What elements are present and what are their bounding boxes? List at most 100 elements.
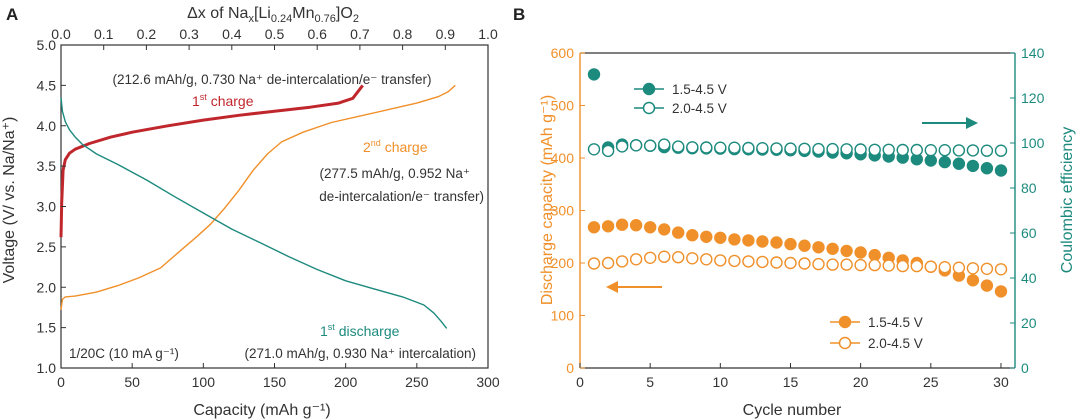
panel-a-label: A xyxy=(6,5,18,24)
point-orange-open-cycle-5 xyxy=(644,251,657,264)
point-orange-filled-cycle-28 xyxy=(966,274,980,287)
panel-b-right-tick-label: 120 xyxy=(1021,90,1045,106)
panel-a-y-tick-label: 2.5 xyxy=(37,239,57,255)
point-orange-filled-cycle-12 xyxy=(742,234,755,247)
point-orange-open-cycle-20 xyxy=(854,258,867,272)
point-orange-open-cycle-7 xyxy=(672,251,685,264)
point-orange-open-cycle-14 xyxy=(770,256,783,269)
panel-a-y-tick-label: 2.0 xyxy=(37,279,57,295)
annotation-second-charge-capacity-line1: (277.5 mAh/g, 0.952 Na⁺ xyxy=(320,166,470,181)
point-teal-open-cycle-9 xyxy=(700,141,713,154)
arrow-left-axis xyxy=(606,281,662,293)
panel-b-right-tick-label: 0 xyxy=(1021,360,1029,376)
point-orange-open-cycle-6 xyxy=(658,250,671,263)
point-teal-open-cycle-29 xyxy=(980,144,994,157)
panel-b-frame xyxy=(579,52,1016,369)
point-teal-open-cycle-18 xyxy=(826,142,839,156)
point-orange-open-cycle-28 xyxy=(966,262,980,275)
panel-b-x-tick-label: 10 xyxy=(713,374,729,390)
panel-a-top-tick-label: 1.0 xyxy=(478,26,498,42)
point-orange-open-cycle-21 xyxy=(868,258,881,272)
panel-a-top-tick-label: 0.7 xyxy=(350,26,370,42)
panel-b-right-tick-label: 140 xyxy=(1021,45,1045,61)
point-teal-open-cycle-10 xyxy=(714,141,727,154)
point-orange-open-cycle-12 xyxy=(742,255,755,268)
panel-b-right-tick-label: 80 xyxy=(1021,180,1037,196)
point-orange-open-cycle-16 xyxy=(798,257,811,270)
point-orange-open-cycle-19 xyxy=(840,258,853,271)
point-teal-filled-cycle-28 xyxy=(966,159,980,173)
arrow-right-head xyxy=(966,117,978,129)
point-teal-open-cycle-3 xyxy=(615,140,629,153)
point-orange-open-cycle-26 xyxy=(938,261,951,274)
panel-a-y-tick-label: 4.0 xyxy=(37,118,57,134)
point-orange-filled-cycle-13 xyxy=(756,235,769,248)
panel-a-top-tick-label: 0.6 xyxy=(307,26,327,42)
panel-b-left-tick-label: 300 xyxy=(551,203,575,219)
point-orange-open-cycle-1 xyxy=(587,257,601,270)
legend-efficiency-label-2: 2.0-4.5 V xyxy=(672,101,727,116)
point-teal-open-cycle-30 xyxy=(994,144,1008,157)
point-teal-open-cycle-22 xyxy=(882,143,895,157)
point-orange-filled-cycle-16 xyxy=(798,239,811,252)
panel-b-left-tick-label: 100 xyxy=(551,308,575,324)
annotation-second-charge-capacity-line2: de-intercalation/e⁻ transfer) xyxy=(319,189,484,204)
point-orange-filled-cycle-7 xyxy=(672,226,685,239)
panel-a-series xyxy=(59,84,456,329)
point-teal-filled-cycle-29 xyxy=(980,161,994,175)
point-teal-open-cycle-5 xyxy=(644,139,657,152)
point-orange-filled-cycle-5 xyxy=(644,221,657,234)
point-orange-open-cycle-15 xyxy=(784,256,797,270)
panel-a-x-tick-label: 200 xyxy=(334,374,358,390)
legend-capacity-label-2: 2.0-4.5 V xyxy=(868,336,923,351)
point-orange-open-cycle-9 xyxy=(700,253,713,266)
panel-b-left-tick-label: 0 xyxy=(566,360,574,376)
point-orange-filled-cycle-30 xyxy=(994,285,1008,298)
point-teal-open-cycle-19 xyxy=(840,143,853,156)
panel-a-top-tick-label: 0.4 xyxy=(222,26,242,42)
point-orange-filled-cycle-20 xyxy=(854,246,867,259)
series-2nd-charge xyxy=(60,84,456,310)
panel-a-top-tick-label: 0.5 xyxy=(265,26,285,42)
label-first-charge: 1st charge xyxy=(192,92,254,109)
point-orange-open-cycle-27 xyxy=(952,261,966,274)
point-orange-filled-cycle-2 xyxy=(601,220,615,233)
panel-a-y-axis-label: Voltage (V/ vs. Na/Na⁺) xyxy=(1,117,18,284)
panel-a-x-tick-label: 300 xyxy=(476,374,500,390)
point-teal-open-cycle-12 xyxy=(742,141,755,155)
point-orange-filled-cycle-1 xyxy=(587,221,601,234)
point-teal-open-cycle-15 xyxy=(784,142,797,155)
point-orange-filled-cycle-8 xyxy=(686,228,699,242)
panel-a-x-tick-label: 100 xyxy=(192,374,216,390)
point-orange-filled-cycle-11 xyxy=(728,233,741,246)
label-first-discharge: 1st discharge xyxy=(320,322,400,339)
panel-b-right-tick-label: 20 xyxy=(1021,315,1037,331)
point-orange-filled-cycle-4 xyxy=(629,218,643,232)
point-teal-open-cycle-7 xyxy=(672,140,685,153)
panel-a-x-axis-label: Capacity (mAh g⁻¹) xyxy=(193,402,330,419)
point-orange-filled-cycle-17 xyxy=(812,241,825,254)
point-teal-open-cycle-17 xyxy=(812,142,825,156)
point-teal-filled-cycle-30 xyxy=(994,164,1008,177)
panel-a-y-tick-label: 1.0 xyxy=(37,360,57,376)
panel-a: A Δx of Nax[Li0.24Mn0.76]O2 0 50 100 150 200… xyxy=(1,5,500,419)
point-teal-open-cycle-6 xyxy=(658,138,671,151)
label-second-charge: 2nd charge xyxy=(363,138,428,155)
panel-b-x-tick-label: 15 xyxy=(783,374,799,390)
point-teal-open-cycle-4 xyxy=(629,139,643,152)
point-orange-open-cycle-25 xyxy=(924,260,937,273)
point-orange-filled-cycle-10 xyxy=(714,231,727,245)
panel-a-y-tick-label: 4.5 xyxy=(37,77,57,93)
panel-a-y-tick-label: 3.0 xyxy=(37,199,57,215)
point-teal-open-cycle-13 xyxy=(756,141,769,155)
annotation-rate: 1/20C (10 mA g⁻¹) xyxy=(69,346,179,361)
point-orange-open-cycle-3 xyxy=(615,255,629,268)
panel-a-x-tick-label: 50 xyxy=(124,374,140,390)
point-orange-open-cycle-8 xyxy=(686,252,699,265)
point-orange-open-cycle-2 xyxy=(601,256,615,270)
panel-a-x-tick-label: 250 xyxy=(405,374,429,390)
point-teal-open-cycle-16 xyxy=(798,142,811,156)
panel-a-top-axis-label: Δx of Nax[Li0.24Mn0.76]O2 xyxy=(187,5,359,25)
point-orange-open-cycle-17 xyxy=(812,257,825,271)
